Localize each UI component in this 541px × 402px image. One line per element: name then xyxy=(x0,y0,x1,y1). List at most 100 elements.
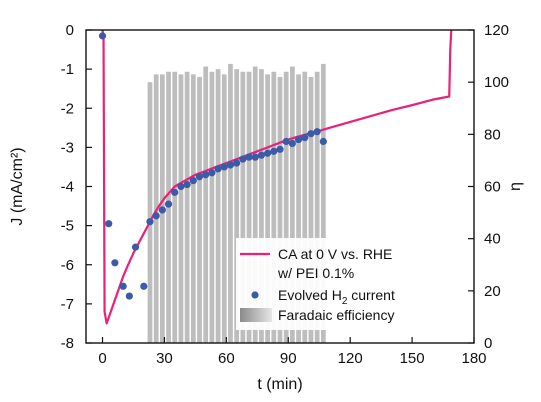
fe-bar xyxy=(308,76,314,343)
y-right-tick-label: 80 xyxy=(484,126,501,143)
legend-ca-label-line1: CA at 0 V vs. RHE xyxy=(278,246,392,262)
x-tick-label: 0 xyxy=(98,350,106,367)
legend-ca-label-line2: w/ PEI 0.1% xyxy=(277,265,354,281)
fe-bar xyxy=(190,74,196,343)
fe-bar xyxy=(296,74,301,343)
h2-point xyxy=(158,206,166,214)
h2-point xyxy=(131,243,140,251)
fe-bar xyxy=(259,69,264,344)
h2-point xyxy=(251,153,259,161)
y-right-tick-label: 60 xyxy=(484,179,501,196)
h2-scatter-layer xyxy=(98,32,327,300)
legend: CA at 0 V vs. RHE w/ PEI 0.1% Evolved H2… xyxy=(236,238,436,330)
y-right-tick-label: 40 xyxy=(484,231,501,248)
y-right-tick-label: 0 xyxy=(484,335,492,352)
fe-bar xyxy=(252,66,258,344)
y-axis-left-title: J (mA/cm²) xyxy=(9,147,26,225)
y-left-tick-label: -2 xyxy=(61,100,74,117)
y-left-tick-label: -4 xyxy=(61,179,74,196)
h2-point xyxy=(195,173,204,181)
h2-point xyxy=(189,177,197,185)
h2-point xyxy=(171,188,179,196)
fe-bar xyxy=(228,63,233,343)
x-tick-label: 60 xyxy=(218,350,235,367)
h2-point xyxy=(140,282,148,290)
legend-h2-prefix: Evolved H xyxy=(278,287,342,303)
y-right-tick-label: 120 xyxy=(484,22,509,39)
fe-bar xyxy=(246,71,252,343)
x-tick-label: 120 xyxy=(338,350,363,367)
h2-point xyxy=(226,161,235,169)
fe-bar xyxy=(209,71,215,343)
h2-point xyxy=(264,149,272,157)
h2-point xyxy=(164,200,173,208)
h2-point xyxy=(183,180,191,189)
h2-point xyxy=(301,133,309,142)
h2-point xyxy=(146,218,154,226)
y-axis-right-title: η xyxy=(507,182,524,191)
legend-fe-symbol xyxy=(240,308,272,322)
x-tick-label: 30 xyxy=(156,350,173,367)
legend-h2-suffix: current xyxy=(347,287,395,303)
h2-point xyxy=(152,212,160,220)
fe-bar xyxy=(314,71,320,343)
h2-point xyxy=(208,169,216,177)
fe-bar xyxy=(184,71,190,343)
y-left-tick-label: -1 xyxy=(61,61,74,78)
ca-line-layer xyxy=(101,29,453,325)
h2-point xyxy=(98,32,107,40)
h2-point xyxy=(105,220,113,228)
h2-point xyxy=(177,182,185,191)
h2-point xyxy=(214,165,222,173)
h2-point xyxy=(220,163,228,171)
fe-bar xyxy=(240,71,246,343)
fe-bar xyxy=(290,66,295,344)
legend-fe-label: Faradaic efficiency xyxy=(278,307,394,323)
legend-h2-symbol xyxy=(251,291,259,299)
y-left-tick-label: -3 xyxy=(61,139,74,156)
h2-point xyxy=(202,171,210,179)
y-right-tick-label: 100 xyxy=(484,74,509,91)
fe-bar xyxy=(221,74,227,343)
h2-point xyxy=(233,159,241,167)
y-left-tick-label: 0 xyxy=(66,22,74,39)
h2-point xyxy=(307,130,315,138)
x-tick-label: 180 xyxy=(461,350,486,367)
y-left-tick-label: -8 xyxy=(61,335,74,352)
fe-bar xyxy=(203,66,209,344)
h2-point xyxy=(282,137,290,146)
fe-bar xyxy=(277,76,283,343)
x-tick-label: 90 xyxy=(280,350,297,367)
fe-bar xyxy=(320,63,326,343)
fe-bar xyxy=(302,71,308,343)
h2-point xyxy=(313,128,321,136)
fe-bar xyxy=(197,76,202,343)
fe-bar xyxy=(271,71,277,343)
y-right-tick-label: 20 xyxy=(484,283,501,300)
fe-bar xyxy=(147,82,153,344)
fe-bar xyxy=(283,71,289,343)
h2-point xyxy=(119,282,127,290)
h2-point xyxy=(270,147,278,155)
x-axis-title: t (min) xyxy=(257,376,302,393)
fe-bar xyxy=(178,74,184,343)
fe-bar xyxy=(234,69,240,344)
ca-line xyxy=(101,29,453,325)
h2-point xyxy=(111,259,119,267)
y-left-tick-label: -5 xyxy=(61,218,74,235)
x-tick-label: 150 xyxy=(400,350,425,367)
legend-h2-label: Evolved H2 current xyxy=(278,287,395,307)
fe-bar xyxy=(265,74,270,343)
h2-point xyxy=(245,153,253,161)
h2-point xyxy=(288,139,296,148)
y-left-tick-label: -7 xyxy=(61,296,74,313)
fe-bar xyxy=(215,69,221,344)
h2-point xyxy=(319,137,327,146)
fe-bar xyxy=(172,71,178,343)
y-left-tick-label: -6 xyxy=(61,257,74,274)
legend-h2-subscript: 2 xyxy=(342,296,348,307)
h2-point xyxy=(294,135,303,144)
h2-point xyxy=(125,292,133,300)
